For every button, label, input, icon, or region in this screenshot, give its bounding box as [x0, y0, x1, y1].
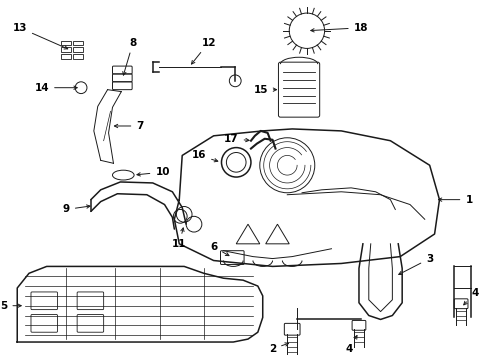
Text: 4: 4: [345, 336, 356, 354]
Text: 4: 4: [463, 288, 478, 305]
Text: 11: 11: [172, 228, 186, 249]
Text: 1: 1: [438, 195, 471, 204]
Text: 17: 17: [224, 134, 248, 144]
Text: 12: 12: [191, 37, 216, 64]
Text: 9: 9: [62, 204, 90, 215]
Text: 8: 8: [122, 37, 137, 75]
Text: 13: 13: [13, 23, 67, 49]
Text: 14: 14: [34, 83, 77, 93]
Text: 15: 15: [253, 85, 276, 95]
Text: 3: 3: [398, 253, 432, 274]
Text: 6: 6: [209, 242, 228, 256]
Text: 2: 2: [268, 343, 288, 354]
Text: 7: 7: [114, 121, 143, 131]
Text: 10: 10: [137, 167, 169, 177]
Text: 18: 18: [310, 23, 367, 33]
Text: 16: 16: [191, 150, 217, 162]
Text: 5: 5: [0, 301, 21, 311]
